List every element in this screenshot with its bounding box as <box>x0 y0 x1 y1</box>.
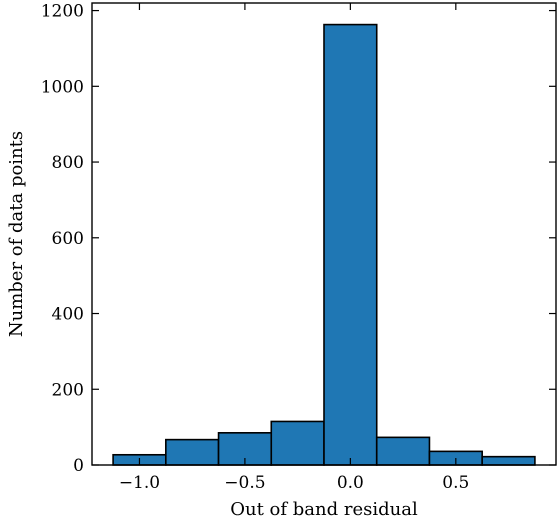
x-tick-label-0: −1.0 <box>119 473 160 493</box>
bars-group <box>112 23 536 466</box>
y-tick-label-2: 400 <box>52 305 84 325</box>
x-tick-label-1: −0.5 <box>224 473 265 493</box>
y-tick-label-4: 800 <box>52 153 84 173</box>
histogram-bar-5 <box>375 436 431 466</box>
x-tick-label-3: 0.5 <box>442 473 469 493</box>
plot-frame <box>91 2 557 466</box>
tick-labels-group: −1.0 −0.5 0.0 0.5 0 200 400 600 800 1000 1200 <box>41 2 470 493</box>
y-tick-label-5: 1000 <box>41 77 84 97</box>
histogram-bar-1 <box>165 438 220 466</box>
y-axis-label: Number of data points <box>6 131 27 337</box>
histogram-bar-3 <box>270 420 325 466</box>
y-tick-label-6: 1200 <box>41 2 84 22</box>
y-tick-label-0: 0 <box>73 456 84 476</box>
histogram-bar-7 <box>481 455 536 466</box>
histogram-bar-4 <box>323 23 378 466</box>
x-axis-label: Out of band residual <box>230 499 418 520</box>
y-tick-label-3: 600 <box>52 229 84 249</box>
y-tick-label-1: 200 <box>52 380 84 400</box>
x-tick-label-2: 0.0 <box>337 473 364 493</box>
